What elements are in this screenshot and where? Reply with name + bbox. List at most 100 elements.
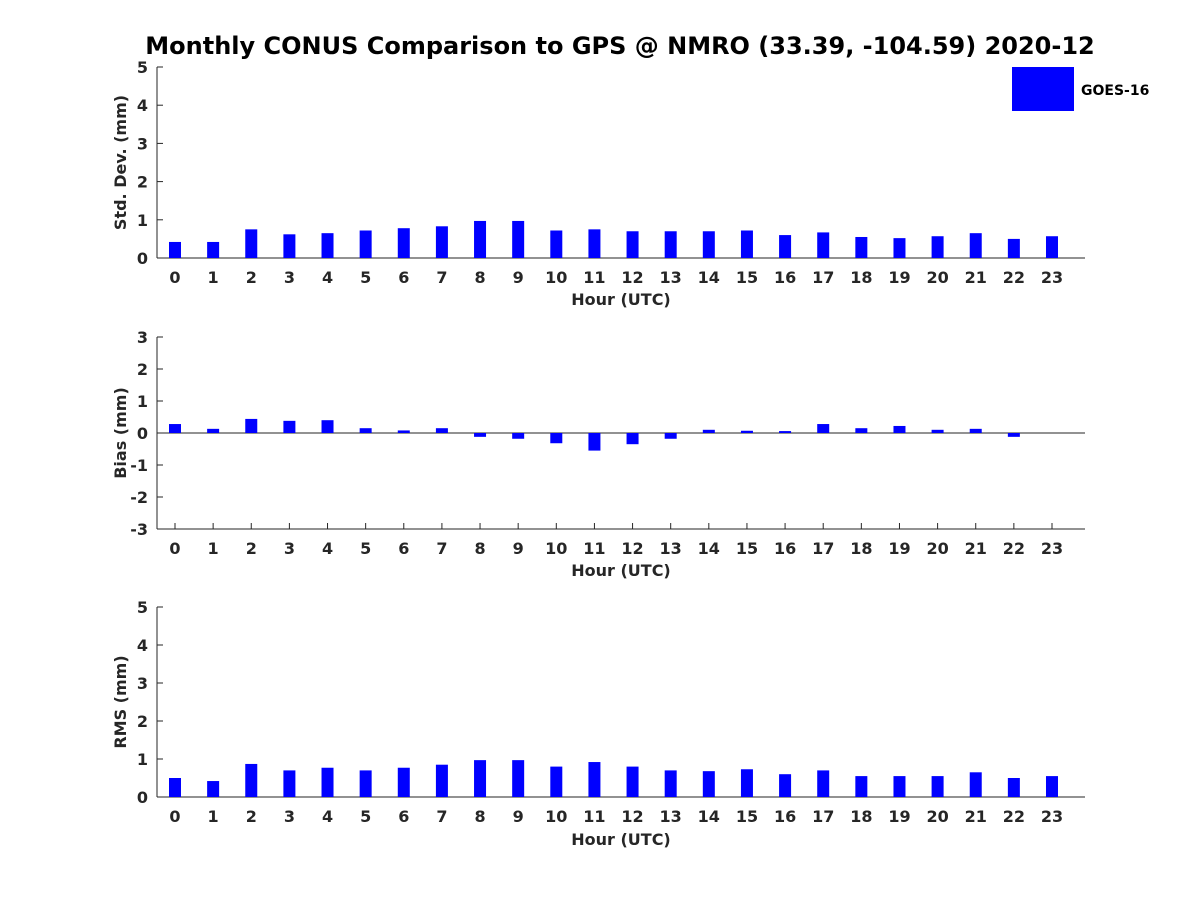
rms-bar-15	[740, 769, 753, 797]
bias-bar-15	[740, 430, 753, 433]
rms-bar-4	[321, 767, 334, 797]
rms-xtick-label: 22	[1003, 807, 1025, 826]
rms-ytick-label: 3	[137, 674, 148, 693]
rms-xtick-label: 20	[926, 807, 948, 826]
rms-xtick-label: 19	[888, 807, 910, 826]
bias-xtick-label: 19	[888, 539, 910, 558]
std-dev-xtick-label: 18	[850, 268, 872, 287]
bias-bar-17	[817, 424, 830, 433]
bias-bar-2	[245, 418, 258, 433]
rms-bar-3	[283, 770, 296, 797]
rms-bar-10	[550, 766, 563, 797]
std-dev-xtick-label: 10	[545, 268, 567, 287]
std-dev-xtick-label: 1	[208, 268, 219, 287]
rms-bar-16	[779, 774, 792, 797]
bias-bar-11	[588, 433, 601, 451]
std-dev-ylabel: Std. Dev. (mm)	[111, 95, 130, 230]
bias-xtick-label: 5	[360, 539, 371, 558]
rms-bar-20	[931, 776, 944, 797]
rms-bar-8	[474, 760, 487, 797]
bias-bar-1	[207, 428, 220, 433]
rms-ytick-label: 4	[137, 636, 148, 655]
rms-bar-6	[397, 767, 410, 797]
std-dev-xtick-label: 19	[888, 268, 910, 287]
bias-bar-14	[702, 429, 715, 433]
bias-xlabel: Hour (UTC)	[571, 561, 671, 580]
rms-xtick-label: 12	[621, 807, 643, 826]
std-dev-ytick-label: 4	[137, 96, 148, 115]
bias-ytick-label: -1	[130, 456, 148, 475]
std-dev-xtick-label: 16	[774, 268, 796, 287]
std-dev-bar-10	[550, 230, 563, 258]
rms-bar-9	[512, 760, 525, 797]
bias-ytick-label: 1	[137, 392, 148, 411]
std-dev-xtick-label: 14	[698, 268, 720, 287]
rms-xtick-label: 3	[284, 807, 295, 826]
rms-bar-13	[664, 770, 677, 797]
legend-label: GOES-16	[1081, 83, 1149, 99]
std-dev-bar-12	[626, 231, 639, 258]
std-dev-xtick-label: 3	[284, 268, 295, 287]
std-dev-xtick-label: 21	[965, 268, 987, 287]
std-dev-ytick-label: 3	[137, 134, 148, 153]
std-dev-ytick-label: 1	[137, 211, 148, 230]
std-dev-xlabel: Hour (UTC)	[571, 290, 671, 309]
std-dev-xtick-label: 7	[436, 268, 447, 287]
bias-bar-22	[1007, 433, 1020, 437]
bias-xtick-label: 6	[398, 539, 409, 558]
rms-xtick-label: 23	[1041, 807, 1063, 826]
rms-xtick-label: 0	[169, 807, 180, 826]
std-dev-bar-1	[207, 241, 220, 258]
std-dev-bar-6	[397, 228, 410, 258]
bias-bar-5	[359, 428, 372, 433]
rms-bar-11	[588, 762, 601, 797]
rms-bar-5	[359, 770, 372, 797]
rms-bar-14	[702, 771, 715, 797]
rms-xtick-label: 17	[812, 807, 834, 826]
bias-bar-16	[779, 431, 792, 433]
std-dev-xtick-label: 15	[736, 268, 758, 287]
std-dev-xtick-label: 9	[513, 268, 524, 287]
bias-bar-19	[893, 425, 906, 433]
rms-bar-18	[855, 776, 868, 797]
bias-bar-4	[321, 420, 334, 433]
rms-bar-22	[1007, 778, 1020, 797]
rms-xtick-label: 18	[850, 807, 872, 826]
rms-ylabel: RMS (mm)	[111, 655, 130, 748]
rms-bar-0	[169, 778, 181, 797]
std-dev-bar-19	[893, 238, 906, 258]
legend-swatch	[1012, 67, 1074, 111]
bias-bar-8	[474, 433, 487, 437]
bias-xtick-label: 9	[513, 539, 524, 558]
std-dev-ytick-label: 5	[137, 58, 148, 77]
rms-xtick-label: 8	[474, 807, 485, 826]
std-dev-xtick-label: 13	[660, 268, 682, 287]
std-dev-xtick-label: 0	[169, 268, 180, 287]
rms-bar-2	[245, 763, 258, 797]
bias-ytick-label: 0	[137, 424, 148, 443]
bias-bar-21	[969, 428, 982, 433]
rms-bar-12	[626, 766, 639, 797]
rms-bar-23	[1045, 776, 1058, 797]
legend: GOES-16	[1012, 67, 1149, 111]
std-dev-bar-3	[283, 234, 296, 258]
std-dev-xtick-label: 4	[322, 268, 333, 287]
rms-xtick-label: 15	[736, 807, 758, 826]
std-dev-bar-2	[245, 229, 258, 258]
rms-bar-21	[969, 772, 982, 797]
std-dev-xtick-label: 5	[360, 268, 371, 287]
rms-xtick-label: 13	[660, 807, 682, 826]
std-dev-xtick-label: 12	[621, 268, 643, 287]
bias-xtick-label: 17	[812, 539, 834, 558]
std-dev-bar-23	[1045, 236, 1058, 258]
bias-xtick-label: 4	[322, 539, 333, 558]
rms-xtick-label: 6	[398, 807, 409, 826]
std-dev-xtick-label: 17	[812, 268, 834, 287]
bias-ytick-label: -2	[130, 488, 148, 507]
bias-bar-10	[550, 433, 563, 444]
rms-ytick-label: 5	[137, 598, 148, 617]
bias-bar-20	[931, 429, 944, 433]
